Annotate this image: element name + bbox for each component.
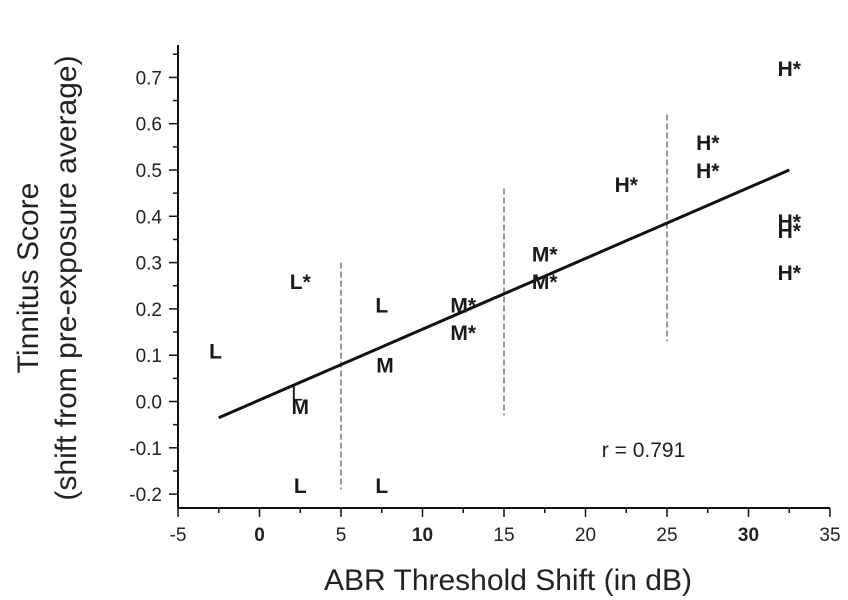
data-point: L — [375, 294, 388, 317]
y-tick-label: -0.1 — [129, 439, 162, 460]
data-point: L — [291, 382, 303, 405]
regression-line — [218, 168, 790, 420]
y-axis-subtitle: (shift from pre-exposure average) — [50, 55, 83, 500]
x-tick-label: 25 — [656, 525, 677, 546]
range-dividers — [340, 114, 668, 490]
y-tick-label: 0.4 — [136, 207, 163, 228]
data-point: M — [292, 396, 310, 419]
data-point: M* — [532, 271, 558, 294]
y-tick-label: 0.0 — [136, 393, 162, 414]
x-tick-label: 10 — [412, 525, 433, 546]
x-tick-label: 5 — [336, 525, 347, 546]
data-point: H* — [696, 132, 720, 155]
x-tick-label: -5 — [170, 525, 187, 546]
x-axis-title: ABR Threshold Shift (in dB) — [324, 564, 692, 597]
data-point: H* — [778, 58, 802, 81]
y-tick-label: 0.2 — [136, 300, 162, 321]
y-axis-ticks: 0.7 0.6 0.5 0.4 0.3 0.2 0.1 0.0 -0.1 -0.2 — [129, 53, 178, 506]
data-point: H* — [696, 160, 720, 183]
data-point: M* — [450, 294, 476, 317]
y-tick-label: 0.1 — [136, 346, 162, 367]
y-tick-label: 0.3 — [136, 254, 162, 275]
data-point: L — [375, 475, 388, 498]
x-tick-label: 30 — [738, 525, 759, 546]
x-tick-label: 35 — [819, 525, 840, 546]
data-point: L* — [290, 271, 312, 294]
data-point: M* — [450, 322, 476, 345]
data-point: L — [294, 475, 307, 498]
data-point: H* — [615, 174, 639, 197]
data-point: M — [376, 354, 394, 377]
y-tick-label: 0.5 — [136, 161, 162, 182]
data-point: H* — [778, 211, 802, 234]
data-point: M* — [532, 243, 558, 266]
data-point: L — [209, 341, 222, 364]
y-tick-label: 0.7 — [136, 68, 162, 89]
data-point: H* — [778, 262, 802, 285]
y-tick-label: -0.2 — [129, 485, 162, 506]
data-point: H* — [778, 220, 802, 243]
y-axis-title: Tinnitus Score — [12, 183, 45, 374]
x-tick-label: 20 — [575, 525, 596, 546]
y-tick-label: 0.6 — [136, 115, 162, 136]
correlation-annotation: r = 0.791 — [602, 439, 685, 462]
x-axis-ticks: -5 0 5 10 15 20 25 30 35 — [170, 508, 841, 546]
x-tick-label: 15 — [493, 525, 514, 546]
x-tick-label: 0 — [254, 525, 265, 546]
